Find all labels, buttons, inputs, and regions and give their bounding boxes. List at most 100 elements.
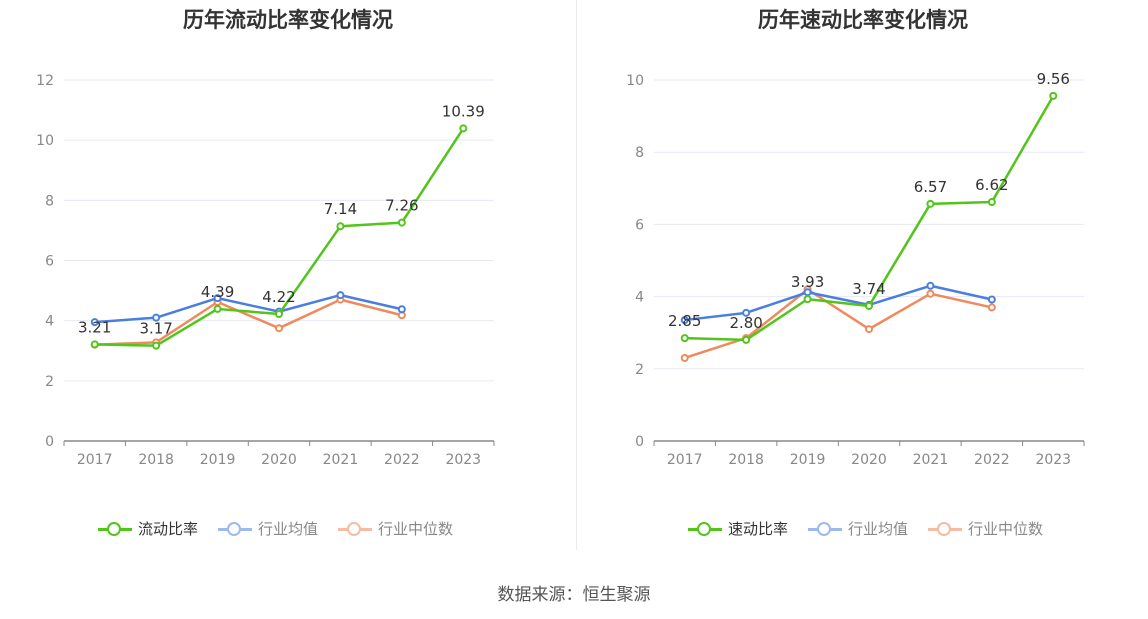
data-point: [397, 218, 406, 227]
data-point: [90, 318, 99, 327]
data-label: 4.39: [201, 283, 234, 301]
series-2: [680, 285, 996, 362]
legend-item-current-ratio[interactable]: 流动比率: [98, 518, 198, 539]
data-point: [213, 304, 222, 313]
data-label: 3.74: [852, 280, 885, 298]
x-tick-label: 2021: [323, 452, 359, 468]
data-point: [680, 316, 689, 325]
gridlines: 0 2 4 6 8 10 12: [36, 73, 494, 450]
legend-item-quick-ratio[interactable]: 速动比率: [688, 518, 788, 539]
legend-item-industry-average[interactable]: 行业均值: [808, 518, 908, 539]
legend: 流动比率 行业均值 行业中位数: [98, 518, 473, 539]
data-point: [152, 341, 161, 350]
legend-label: 行业中位数: [378, 520, 454, 538]
data-label: 7.14: [324, 200, 357, 218]
data-label: 3.17: [139, 320, 172, 338]
x-tick-label: 2017: [77, 452, 113, 468]
data-point: [987, 198, 996, 207]
series-line: [684, 284, 993, 322]
data-point: [1049, 91, 1058, 100]
y-tick-label: 8: [45, 193, 54, 209]
x-tick-label: 2017: [667, 452, 703, 468]
chart-title: 历年流动比率变化情况: [183, 8, 393, 32]
data-label: 6.62: [975, 176, 1008, 194]
legend-label: 行业均值: [848, 520, 909, 538]
series-line: [94, 293, 403, 324]
legend-label: 速动比率: [728, 520, 789, 538]
data-point: [152, 313, 161, 322]
legend-label: 行业均值: [258, 520, 319, 538]
x-tick-label: 2021: [913, 452, 949, 468]
data-point: [213, 294, 222, 303]
x-tick-label: 2019: [790, 452, 826, 468]
x-tick-label: 2018: [138, 452, 174, 468]
y-tick-label: 6: [635, 217, 644, 233]
x-tick-label: 2018: [728, 452, 764, 468]
current-ratio-chart: 历年流动比率变化情况 0 2 4 6 8 10 12 2017 2018 2019 2020 2021…: [0, 0, 576, 550]
data-label: 3.21: [78, 318, 111, 336]
data-point: [865, 325, 873, 334]
x-tick-label: 2023: [445, 452, 481, 468]
y-tick-label: 0: [635, 434, 644, 450]
series-0: 3.21 3.17 4.39 4.22 7.14 7.26 10.39: [78, 102, 485, 350]
legend-marker-icon: [218, 521, 253, 536]
data-point: [680, 353, 689, 362]
data-point: [987, 295, 996, 304]
y-tick-label: 8: [635, 145, 644, 161]
data-point: [397, 305, 406, 314]
x-tick-label: 2023: [1035, 452, 1071, 468]
x-tick-label: 2022: [974, 452, 1010, 468]
data-point: [459, 124, 468, 133]
data-point: [926, 199, 935, 208]
gridlines: 0 2 4 6 8 10: [626, 73, 1084, 450]
data-label: 9.56: [1037, 70, 1070, 88]
data-point: [926, 281, 935, 290]
series-0: 2.85 2.80 3.93 3.74 6.57 6.62 9.56: [668, 70, 1070, 344]
legend-label: 行业中位数: [968, 520, 1044, 538]
y-tick-label: 10: [36, 133, 54, 149]
y-tick-label: 6: [45, 254, 54, 270]
data-point: [680, 334, 689, 343]
quick-ratio-chart: 历年速动比率变化情况 0 2 4 6 8 10 2017 2018 2019 2020 2021 20…: [578, 0, 1148, 550]
y-tick-label: 2: [635, 362, 644, 378]
data-point: [742, 308, 751, 317]
legend-marker-icon: [928, 521, 963, 536]
data-point: [336, 291, 345, 300]
y-tick-label: 0: [45, 434, 54, 450]
series-line: [684, 288, 993, 360]
data-point: [275, 324, 283, 333]
y-tick-label: 4: [635, 290, 644, 306]
data-label: 6.57: [914, 178, 947, 196]
x-tick-label: 2022: [384, 452, 420, 468]
legend-item-industry-median[interactable]: 行业中位数: [928, 518, 1043, 539]
data-label: 2.85: [668, 312, 701, 330]
legend: 速动比率 行业均值 行业中位数: [688, 518, 1063, 539]
legend-item-industry-average[interactable]: 行业均值: [218, 518, 318, 539]
legend-marker-icon: [808, 521, 843, 536]
y-tick-label: 4: [45, 314, 54, 330]
legend-item-industry-median[interactable]: 行业中位数: [338, 518, 453, 539]
data-point: [987, 303, 996, 312]
x-tick-label: 2020: [851, 452, 887, 468]
data-point: [742, 335, 751, 344]
current-ratio-plot: 0 2 4 6 8 10 12 2017 2018 2019 2020 2021 2022 2023 3.2…: [36, 73, 495, 468]
data-point: [926, 289, 935, 298]
data-source: 数据来源：恒生聚源: [497, 585, 651, 605]
data-point: [90, 340, 99, 349]
y-tick-label: 12: [36, 73, 54, 89]
chart-title: 历年速动比率变化情况: [758, 8, 968, 32]
series-1: [90, 291, 406, 327]
data-point: [275, 310, 283, 319]
legend-label: 流动比率: [138, 520, 199, 538]
data-label: 10.39: [442, 102, 485, 120]
legend-marker-icon: [98, 521, 132, 536]
data-label: 4.22: [262, 288, 295, 306]
data-label: 3.93: [791, 273, 824, 291]
series-line: [94, 298, 403, 346]
data-label: 2.80: [729, 314, 762, 332]
y-tick-label: 2: [45, 374, 54, 390]
data-point: [865, 301, 873, 310]
data-label: 7.26: [385, 197, 418, 215]
legend-marker-icon: [338, 521, 373, 536]
